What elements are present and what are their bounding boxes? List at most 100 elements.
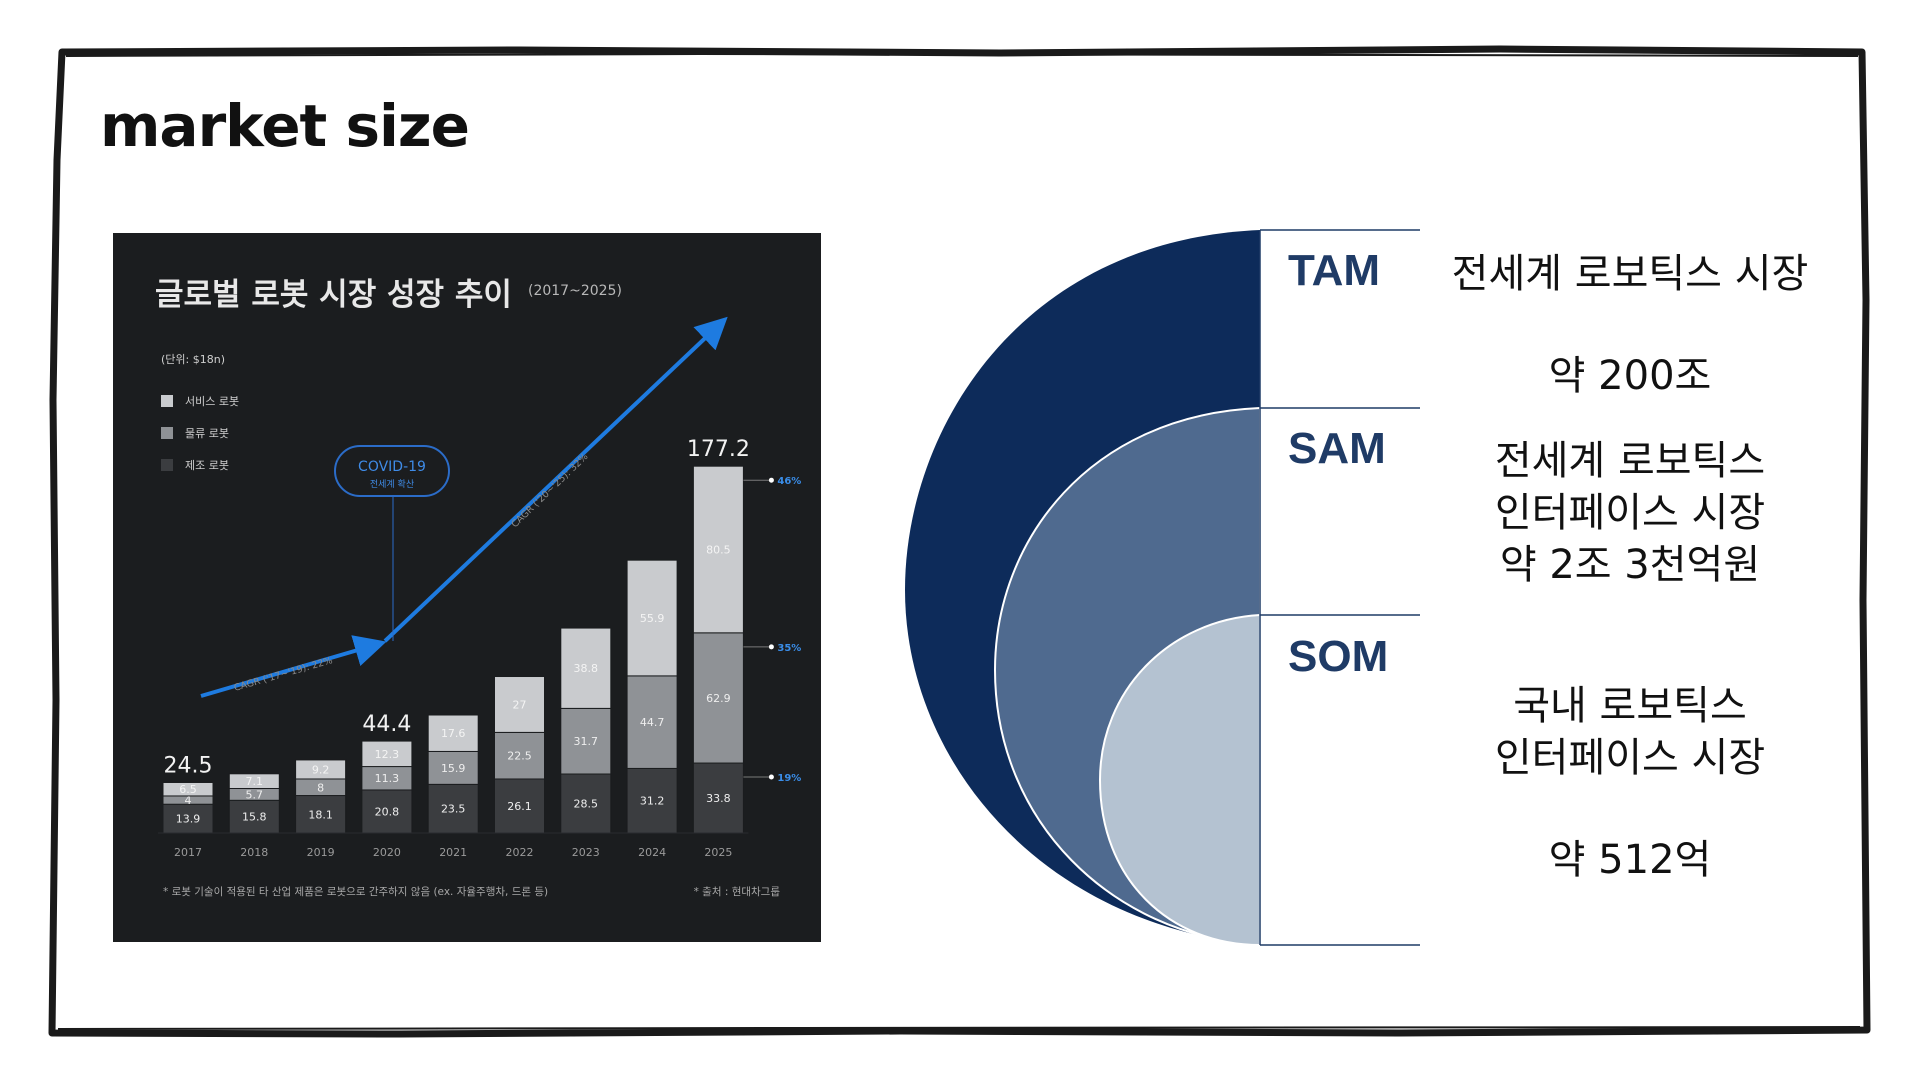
som-segment (1098, 613, 1261, 947)
bar-segment (560, 773, 612, 834)
bar-segment (494, 676, 545, 733)
share-dot (768, 644, 774, 650)
covid-title: COVID-19 (358, 459, 426, 475)
bar-segment (692, 465, 744, 634)
bar-segment (692, 632, 744, 764)
data-label: 13.9 (176, 813, 201, 826)
total-label: 177.2 (687, 437, 750, 462)
bar-segment (361, 789, 413, 834)
sam-line3: 약 2조 3천억원 (1499, 542, 1761, 588)
chart-footnote: * 로봇 기술이 적용된 타 산업 제품은 로봇으로 간주하지 않음 (ex. … (163, 885, 548, 898)
som-line1: 국내 로보틱스 (1513, 683, 1747, 729)
som-description: 국내 로보틱스 인터페이스 시장 약 512억 (1410, 680, 1850, 886)
bar-segment (427, 714, 479, 752)
chart-canvas: 글로벌 로봇 시장 성장 추이 (2017~2025) (단위: $18n) 서… (155, 277, 801, 898)
bar-segment (626, 675, 678, 769)
data-label: 23.5 (441, 803, 466, 816)
data-label: 31.7 (574, 735, 599, 748)
data-label: 9.2 (312, 763, 330, 776)
x-tick-label: 2019 (307, 846, 335, 859)
som-line2: 인터페이스 시장 (1494, 735, 1766, 781)
tam-label: TAM (1288, 246, 1381, 295)
data-label: 12.3 (375, 748, 400, 761)
data-label: 8 (317, 781, 324, 794)
bar-segment (427, 783, 479, 834)
total-label: 24.5 (164, 753, 213, 778)
share-label: 46% (777, 476, 801, 487)
bar-segment (228, 773, 280, 789)
tam-description: 전세계 로보틱스 시장 약 200조 (1410, 248, 1850, 402)
cagr-arrow-1 (200, 635, 387, 698)
data-label: 7.1 (246, 775, 263, 788)
data-label: 18.1 (308, 808, 333, 821)
bar-segment (427, 750, 479, 785)
bar-segment (692, 762, 744, 834)
data-label: 15.8 (242, 811, 266, 824)
data-label: 33.8 (706, 792, 731, 805)
chart-source: * 출처 : 현대차그룹 (694, 886, 781, 898)
bar-segment (295, 759, 347, 780)
x-tick-label: 2021 (439, 846, 467, 859)
legend-swatch (161, 427, 173, 439)
share-dot (768, 774, 774, 780)
legend-swatch (161, 395, 173, 407)
data-label: 28.5 (574, 798, 599, 811)
chart-bars: 13.9 46.5 2017 15.8 5.77.1 2018 18.1 8 9.2 2019 20… (158, 437, 801, 859)
x-tick-label: 2025 (704, 846, 732, 859)
cagr-label: CAGR ('17~'19): 22% (233, 655, 334, 694)
data-label: 4 (185, 794, 192, 807)
bar-segment (162, 781, 214, 797)
data-label: 15.9 (441, 762, 466, 775)
sam-line2: 인터페이스 시장 (1494, 490, 1766, 536)
bar-segment (162, 803, 214, 834)
data-label: 62.9 (706, 692, 731, 705)
share-label: 19% (777, 773, 801, 784)
data-label: 11.3 (375, 772, 400, 785)
legend-label: 제조 로봇 (185, 459, 229, 472)
sam-label: SAM (1288, 424, 1386, 473)
tam-line1: 전세계 로보틱스 시장 (1451, 251, 1809, 297)
som-label: SOM (1288, 632, 1389, 681)
x-tick-label: 2018 (240, 846, 268, 859)
chart-title: 글로벌 로봇 시장 성장 추이 (155, 277, 512, 313)
covid-subtitle: 전세계 확산 (370, 478, 414, 490)
som-line3: 약 512억 (1548, 837, 1712, 883)
data-label: 17.6 (441, 727, 466, 740)
tam-line2: 약 200조 (1548, 353, 1712, 399)
sam-line1: 전세계 로보틱스 (1494, 438, 1766, 484)
cagr-label: CAGR ('20~'25): 32% (509, 451, 590, 530)
data-label: 31.2 (640, 795, 665, 808)
share-label: 35% (777, 643, 801, 654)
bar-segment (494, 731, 545, 780)
data-label: 6.5 (179, 783, 197, 796)
total-label: 44.4 (362, 712, 411, 737)
data-label: 44.7 (640, 716, 665, 729)
covid-bubble (334, 445, 450, 497)
bar-segment (626, 767, 678, 834)
x-tick-label: 2022 (506, 846, 534, 859)
bar-segment (361, 740, 413, 768)
sam-description: 전세계 로보틱스 인터페이스 시장 약 2조 3천억원 (1410, 435, 1850, 591)
slide-title: market size (100, 92, 470, 160)
data-label: 26.1 (507, 800, 532, 813)
data-label: 22.5 (507, 750, 532, 763)
tam-sam-som-diagram (905, 229, 1420, 947)
x-tick-label: 2024 (638, 846, 666, 859)
data-label: 20.8 (375, 805, 400, 818)
bar-segment (560, 707, 612, 775)
cagr-arrow-2 (383, 316, 728, 643)
data-label: 55.9 (640, 612, 665, 625)
x-tick-label: 2023 (572, 846, 600, 859)
data-label: 80.5 (706, 544, 731, 557)
share-dot (768, 477, 774, 483)
legend-swatch (161, 459, 173, 471)
bar-segment (626, 559, 678, 677)
x-tick-label: 2017 (174, 846, 202, 859)
legend-label: 서비스 로봇 (185, 395, 239, 408)
robot-market-chart: 글로벌 로봇 시장 성장 추이 (2017~2025) (단위: $18n) 서… (113, 233, 821, 942)
chart-title-note: (2017~2025) (528, 283, 622, 299)
bar-segment (560, 627, 612, 709)
data-label: 5.7 (246, 788, 263, 801)
x-tick-label: 2020 (373, 846, 401, 859)
